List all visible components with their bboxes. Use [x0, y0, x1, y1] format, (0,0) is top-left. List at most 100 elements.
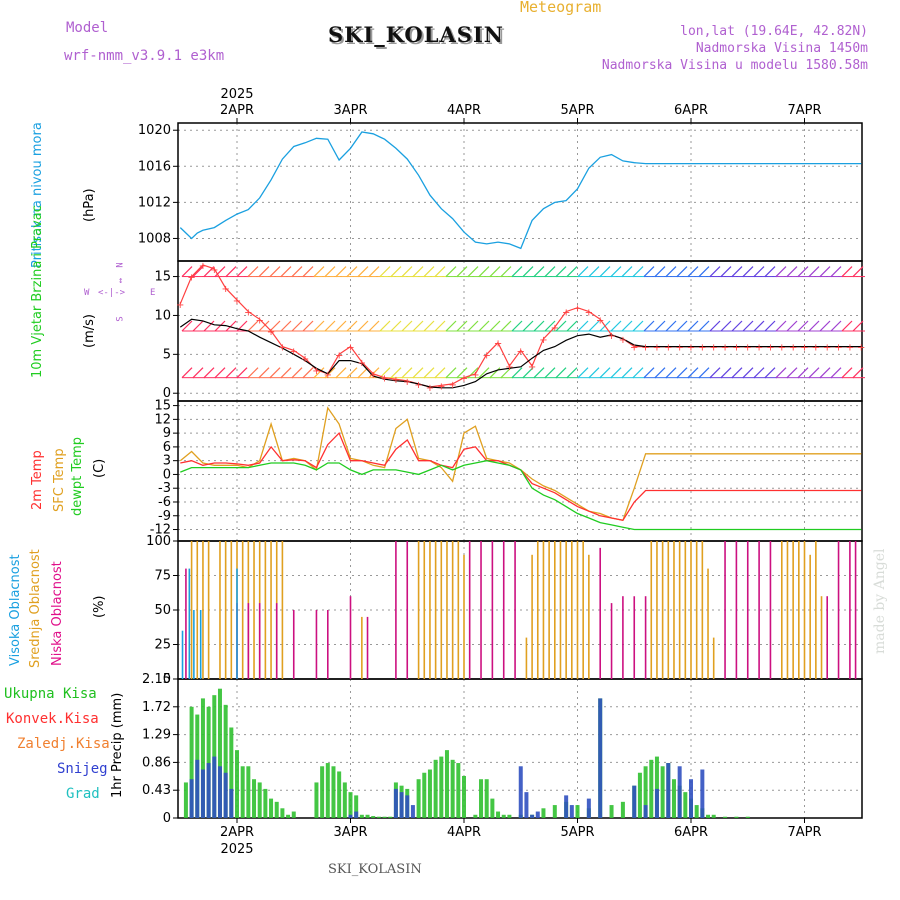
precip-bar [444, 750, 449, 818]
signature: made by Angel [872, 548, 888, 655]
precip-bar [541, 808, 546, 818]
precip-bar [240, 766, 245, 818]
wind-barb [401, 266, 413, 277]
precip-bar [689, 779, 693, 818]
precip-bar [677, 785, 682, 818]
wind-barb [247, 367, 259, 379]
wind-barb [566, 320, 578, 332]
temp2m-label: 2m Temp [30, 450, 45, 510]
legend-freezing-rain: Zaledj.Kisa [17, 736, 110, 752]
temp-ytick-label: 9 [163, 426, 171, 441]
wind-barb [753, 320, 765, 332]
wind-barb [786, 367, 798, 379]
wind-gust-marker: + [585, 308, 593, 319]
wind-gust-marker: + [619, 335, 627, 346]
wind-gust-marker: + [562, 308, 570, 319]
wind-gust-marker: + [176, 300, 184, 311]
wind-barb [258, 320, 270, 332]
pressure-ytick-label: 1008 [138, 231, 171, 246]
wind-barb [434, 266, 446, 277]
wind-barb [610, 266, 622, 277]
wind-barb [489, 320, 501, 332]
precip-bar [479, 779, 484, 818]
precip-bar [575, 805, 580, 818]
wind-barb [357, 367, 369, 379]
precip-bar [252, 779, 257, 818]
precip-bar [376, 816, 381, 818]
precip-bar [671, 779, 676, 818]
wind-barb [522, 367, 534, 379]
wind-barb [665, 266, 677, 277]
precip-bar [643, 766, 648, 818]
precip-bar [643, 805, 648, 818]
wind-gust-marker: + [324, 370, 332, 381]
precip-bar [700, 769, 705, 818]
model-name: wrf-nmm_v3.9.1 e3km [64, 48, 225, 64]
wind-barb [181, 320, 193, 332]
precip-bar [393, 788, 398, 818]
wind-barb [247, 266, 259, 277]
elevation-label: Nadmorska Visina 1450m [695, 41, 868, 56]
temp-ytick-label: 12 [154, 412, 171, 427]
wind-barb [830, 320, 842, 332]
wind-barb [544, 266, 556, 277]
wind-barb [632, 367, 644, 379]
wind-barb [709, 266, 721, 277]
wind-barb [225, 320, 237, 332]
precip-bar [286, 814, 291, 818]
wind-barb [225, 367, 237, 379]
wind-barb [500, 266, 512, 277]
precip-bar [439, 756, 444, 818]
wind-barb [423, 266, 435, 277]
wind-barb [291, 320, 303, 332]
wind-barb [808, 266, 820, 277]
cloud-unit: (%) [92, 595, 107, 619]
wind-barb [643, 266, 655, 277]
precip-bar [195, 759, 200, 818]
wind-gust-marker: + [800, 343, 808, 354]
wind-barb [533, 320, 545, 332]
compass-south-label: S [115, 316, 126, 322]
wind-barb [236, 367, 248, 379]
wind-gust-marker: + [846, 343, 854, 354]
wind-gust-marker: + [528, 362, 536, 373]
precip-bar [586, 798, 591, 818]
wind-barb [632, 266, 644, 277]
wind-barb [489, 367, 501, 379]
wind-gust-marker: + [505, 362, 513, 373]
wind-barb [302, 367, 314, 379]
wind-gust-marker: + [210, 265, 218, 276]
wind-gust-marker: + [426, 383, 434, 394]
wind-barb [302, 320, 314, 332]
temp-ytick-label: -9 [158, 509, 171, 524]
precip-bar [200, 698, 205, 818]
wind-barb [434, 367, 446, 379]
wind-barb [445, 367, 457, 379]
wind-barb [764, 367, 776, 379]
wind-barb [401, 367, 413, 379]
wind-barb [753, 367, 765, 379]
bottom-day-label: 5APR [560, 825, 594, 840]
wind-gust-marker: + [778, 343, 786, 354]
precip-bar [189, 706, 194, 818]
wind-barb [786, 266, 798, 277]
wind-barb [698, 266, 710, 277]
cloud-ytick-label: 50 [154, 603, 171, 618]
high-cloud-label: Visoka Oblacnost [8, 554, 23, 666]
precip-bar [348, 792, 353, 818]
wind-barb [720, 367, 732, 379]
wind-gust-marker: + [437, 381, 445, 392]
precip-bar [274, 801, 279, 818]
precip-bar [462, 775, 466, 818]
wind-barb [786, 320, 798, 332]
wind-barb [478, 320, 490, 332]
precip-bar [320, 766, 325, 818]
wind-barb [566, 367, 578, 379]
precip-bar [450, 759, 455, 818]
precip-bar [552, 805, 557, 818]
temp-frame [177, 400, 863, 542]
pressure-line [179, 131, 862, 250]
pressure-ytick-label: 1020 [138, 123, 171, 138]
precip-bar [206, 706, 211, 818]
